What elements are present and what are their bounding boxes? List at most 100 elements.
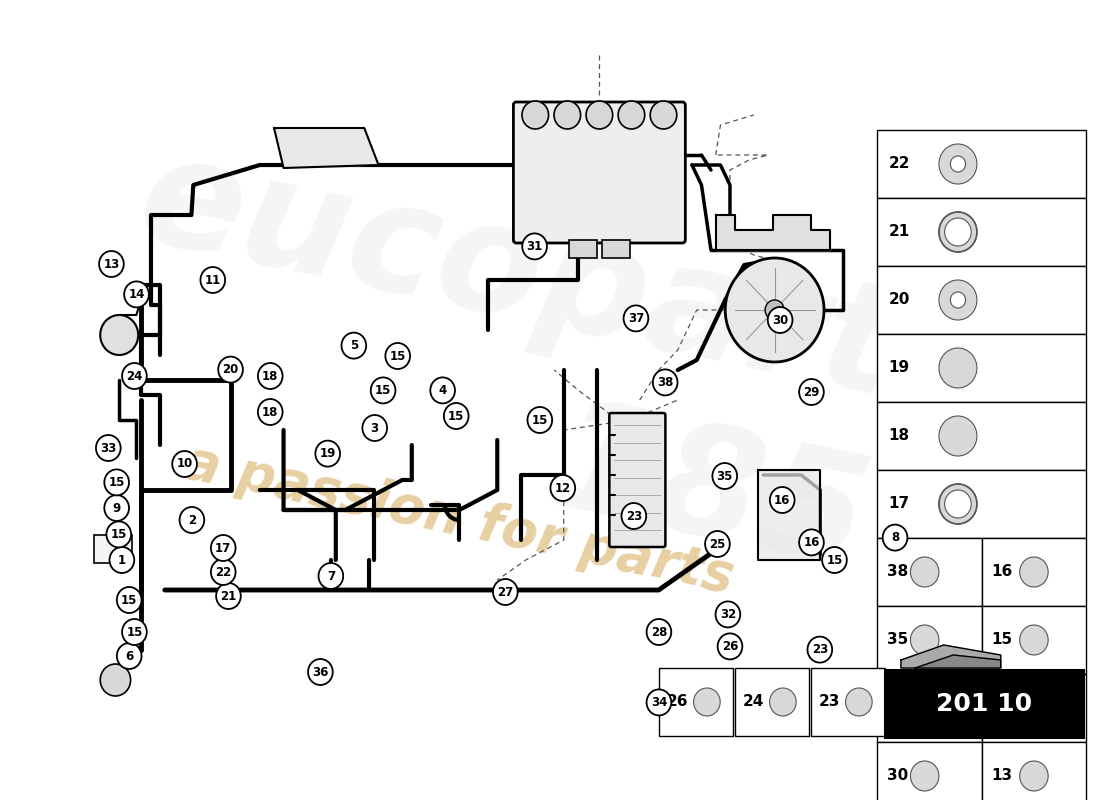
FancyBboxPatch shape [981, 742, 1086, 800]
Circle shape [945, 490, 971, 518]
Circle shape [939, 144, 977, 184]
Text: 26: 26 [667, 694, 688, 710]
Text: 24: 24 [742, 694, 763, 710]
Text: 27: 27 [497, 586, 514, 598]
Text: 15: 15 [531, 414, 548, 426]
Circle shape [766, 300, 784, 320]
Circle shape [911, 761, 939, 791]
Circle shape [715, 602, 740, 627]
Circle shape [104, 470, 129, 495]
Circle shape [308, 659, 332, 685]
Circle shape [522, 101, 549, 129]
Circle shape [1020, 625, 1048, 655]
Circle shape [444, 403, 469, 429]
FancyBboxPatch shape [569, 240, 597, 258]
Circle shape [100, 664, 131, 696]
Circle shape [911, 693, 939, 723]
Circle shape [257, 399, 283, 425]
Circle shape [99, 251, 124, 277]
Text: 20: 20 [889, 293, 910, 307]
Circle shape [950, 292, 966, 308]
Circle shape [647, 619, 671, 645]
Text: 14: 14 [991, 701, 1012, 715]
Text: 20: 20 [222, 363, 239, 376]
Polygon shape [274, 128, 378, 168]
Text: 23: 23 [626, 510, 642, 522]
FancyBboxPatch shape [659, 668, 733, 736]
Circle shape [216, 583, 241, 609]
Text: 33: 33 [100, 442, 117, 454]
Circle shape [550, 475, 575, 501]
Circle shape [117, 643, 142, 669]
Circle shape [110, 547, 134, 573]
FancyBboxPatch shape [981, 674, 1086, 742]
Circle shape [799, 379, 824, 405]
Circle shape [257, 363, 283, 389]
Circle shape [911, 625, 939, 655]
Polygon shape [901, 645, 1001, 668]
Circle shape [554, 101, 581, 129]
FancyBboxPatch shape [877, 606, 981, 674]
Text: 14: 14 [129, 288, 145, 301]
Circle shape [822, 547, 847, 573]
FancyBboxPatch shape [981, 606, 1086, 674]
Text: 22: 22 [216, 566, 231, 578]
Circle shape [173, 451, 197, 477]
Circle shape [705, 531, 729, 557]
Text: 19: 19 [889, 361, 910, 375]
Text: 17: 17 [216, 542, 231, 554]
Text: 18: 18 [889, 429, 910, 443]
Circle shape [618, 101, 645, 129]
Circle shape [624, 306, 648, 331]
Text: 13: 13 [991, 769, 1012, 783]
Circle shape [807, 637, 833, 662]
Text: 31: 31 [527, 240, 542, 253]
Text: 28: 28 [651, 626, 667, 638]
Text: 16: 16 [803, 536, 820, 549]
Text: 15: 15 [375, 384, 392, 397]
Circle shape [725, 258, 824, 362]
Circle shape [939, 348, 977, 388]
Circle shape [621, 503, 646, 529]
Circle shape [218, 357, 243, 382]
Text: 15: 15 [126, 626, 143, 638]
Polygon shape [915, 655, 1001, 668]
FancyBboxPatch shape [811, 668, 884, 736]
Circle shape [528, 407, 552, 433]
Circle shape [939, 416, 977, 456]
Text: 18: 18 [262, 406, 278, 418]
Text: 9: 9 [112, 502, 121, 514]
Text: 15: 15 [121, 594, 138, 606]
Circle shape [1020, 557, 1048, 587]
FancyBboxPatch shape [877, 266, 1086, 334]
Text: 15: 15 [448, 410, 464, 422]
FancyBboxPatch shape [877, 130, 1086, 198]
Text: 23: 23 [818, 694, 839, 710]
Text: 5: 5 [350, 339, 358, 352]
Circle shape [713, 463, 737, 489]
Circle shape [650, 101, 676, 129]
Circle shape [385, 343, 410, 369]
Polygon shape [716, 215, 829, 250]
Circle shape [522, 234, 547, 259]
Text: 32: 32 [719, 608, 736, 621]
Circle shape [104, 495, 129, 521]
FancyBboxPatch shape [735, 668, 808, 736]
Text: 15: 15 [991, 633, 1012, 647]
Circle shape [770, 688, 796, 716]
Circle shape [846, 688, 872, 716]
Text: 11: 11 [205, 274, 221, 286]
Text: 16: 16 [991, 565, 1012, 579]
Circle shape [362, 415, 387, 441]
Text: 23: 23 [812, 643, 828, 656]
Text: 13: 13 [103, 258, 120, 270]
Circle shape [211, 559, 235, 585]
Text: 35: 35 [716, 470, 733, 482]
Text: 19: 19 [319, 447, 336, 460]
Text: eucoparts
       185: eucoparts 185 [91, 123, 999, 617]
Circle shape [652, 370, 678, 395]
FancyBboxPatch shape [877, 198, 1086, 266]
Circle shape [179, 507, 205, 533]
Text: a passion for parts: a passion for parts [180, 436, 738, 604]
Circle shape [717, 634, 743, 659]
